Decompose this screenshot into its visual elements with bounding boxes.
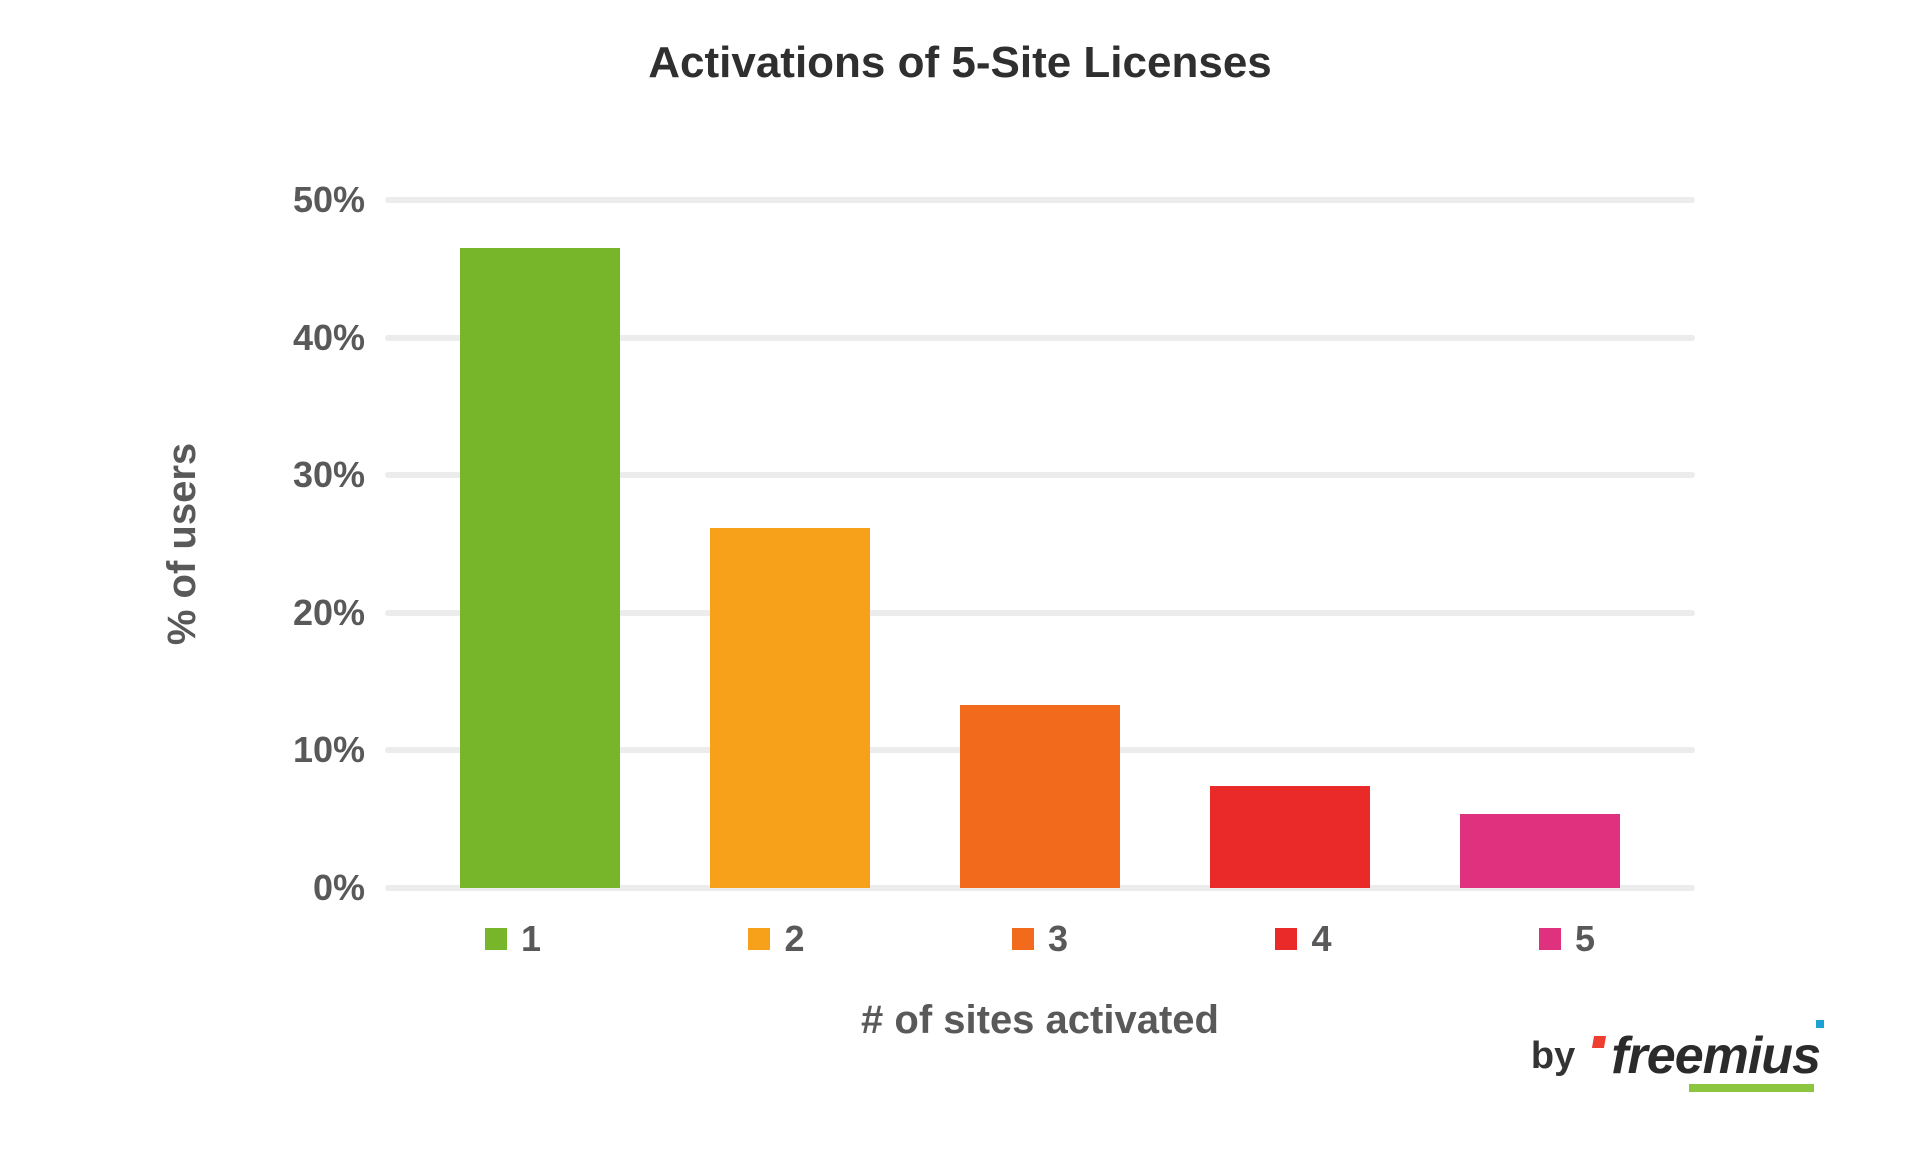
y-tick-label: 0%	[255, 867, 365, 909]
attribution: by freemius	[1531, 1030, 1820, 1082]
freemius-logo: freemius	[1593, 1030, 1820, 1082]
legend-swatch-icon	[1012, 928, 1034, 950]
legend-item: 2	[748, 918, 804, 960]
logo-red-dot-icon	[1592, 1036, 1606, 1048]
legend-label: 3	[1048, 918, 1068, 960]
logo-blue-tick-icon	[1816, 1020, 1824, 1028]
legend-swatch-icon	[1539, 928, 1561, 950]
y-tick-label: 30%	[255, 454, 365, 496]
legend-label: 5	[1575, 918, 1595, 960]
legend-swatch-icon	[1275, 928, 1297, 950]
y-tick-label: 20%	[255, 592, 365, 634]
chart-stage: Activations of 5-Site Licenses % of user…	[0, 0, 1920, 1152]
plot-area	[385, 200, 1695, 888]
legend-swatch-icon	[485, 928, 507, 950]
attribution-by: by	[1531, 1035, 1575, 1078]
brand-text: freemius	[1611, 1027, 1820, 1085]
y-tick-label: 50%	[255, 179, 365, 221]
y-axis-label: % of users	[160, 443, 205, 645]
y-tick-label: 10%	[255, 729, 365, 771]
legend-label: 4	[1311, 918, 1331, 960]
legend: 1 2 3 4 5	[485, 918, 1595, 960]
bar	[960, 705, 1120, 888]
legend-item: 5	[1539, 918, 1595, 960]
chart-title: Activations of 5-Site Licenses	[0, 38, 1920, 88]
legend-label: 1	[521, 918, 541, 960]
legend-item: 4	[1275, 918, 1331, 960]
logo-underline-icon	[1689, 1084, 1814, 1092]
x-axis-label: # of sites activated	[861, 998, 1219, 1043]
bar	[1460, 814, 1620, 888]
bar	[710, 528, 870, 889]
legend-label: 2	[784, 918, 804, 960]
gridline	[385, 197, 1695, 203]
bar	[460, 248, 620, 888]
legend-item: 3	[1012, 918, 1068, 960]
y-tick-label: 40%	[255, 317, 365, 359]
legend-item: 1	[485, 918, 541, 960]
legend-swatch-icon	[748, 928, 770, 950]
bar	[1210, 786, 1370, 888]
